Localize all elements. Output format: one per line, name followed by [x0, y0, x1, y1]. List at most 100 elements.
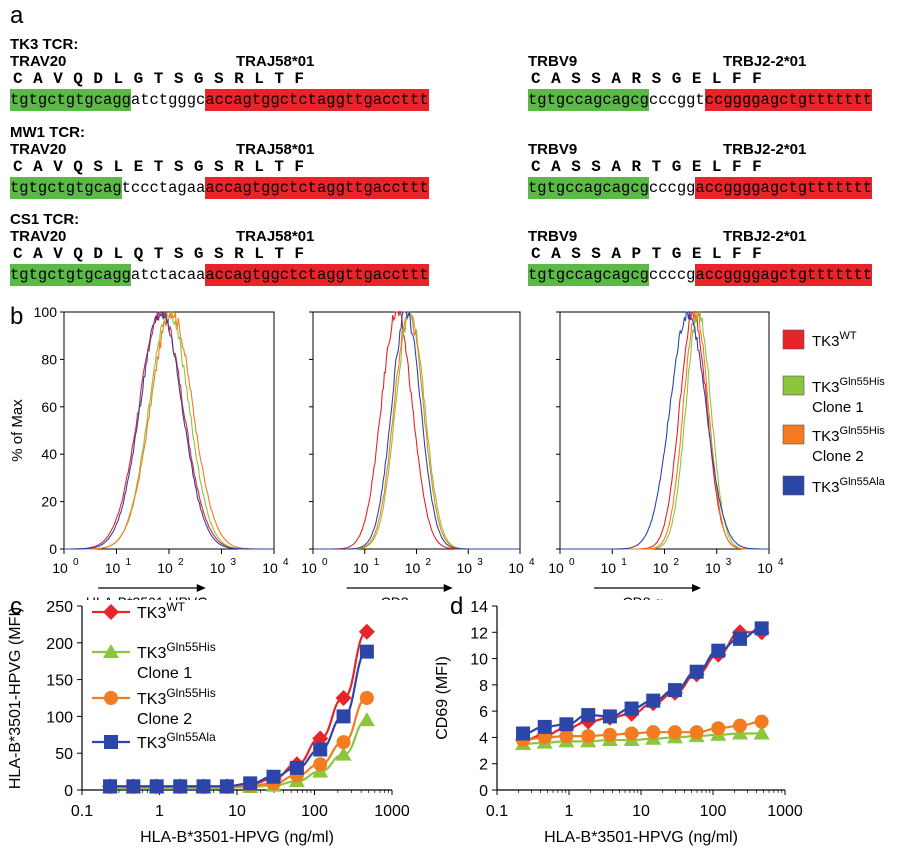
data-point — [602, 727, 617, 742]
legend-label-line2: Clone 1 — [137, 665, 192, 682]
legend-label: TK3WT — [812, 330, 857, 350]
y-tick-label: 60 — [41, 399, 57, 415]
histogram-plot: 10 0 10 1 10 2 10 3 10 4 CD8 α — [548, 310, 784, 600]
x-tick-label: 0.1 — [486, 803, 508, 820]
data-point — [266, 769, 281, 784]
y-tick-label: 20 — [41, 494, 57, 510]
x-tick-exponent: 0 — [73, 557, 79, 568]
x-tick-label: 10 — [548, 560, 564, 576]
x-tick-exponent: 0 — [322, 557, 328, 568]
y-tick-label: 0 — [64, 783, 73, 800]
x-tick-exponent: 0 — [569, 557, 575, 568]
data-point — [335, 690, 352, 706]
nucleotide-sequence: tgtgctgtgcaggatctacaaaccagtggctctaggttga… — [10, 264, 429, 286]
x-tick-label: 10 — [600, 560, 616, 576]
data-point — [624, 701, 639, 716]
panel-letter-a: a — [10, 2, 24, 29]
y-tick-label: 14 — [470, 599, 488, 616]
series — [516, 714, 769, 748]
tcr-title: MW1 TCR: — [10, 124, 85, 141]
j-segment: accggggagctgttttttt — [695, 264, 873, 286]
v-segment: tgtgctgtgcagg — [10, 264, 131, 286]
x-tick-label: 0.1 — [71, 803, 93, 820]
y-tick-label: 100 — [34, 304, 58, 320]
histogram-curve — [560, 310, 769, 550]
y-tick-label: 4 — [479, 730, 488, 747]
x-tick-label: 100 — [301, 803, 328, 820]
legend-swatch — [782, 375, 805, 396]
data-point — [358, 712, 375, 727]
x-tick-label: 1 — [155, 803, 164, 820]
x-axis-label: HLA-B*3501-HPVG (ng/ml) — [544, 829, 738, 846]
arrow-head — [443, 584, 453, 592]
n-region: atctacaa — [130, 266, 206, 284]
tcr-title: TK3 TCR: — [10, 36, 79, 53]
data-point — [667, 683, 682, 698]
histogram-curve — [64, 310, 274, 550]
x-tick-label: 10 — [456, 560, 472, 576]
histogram-curve — [560, 311, 769, 550]
v-segment: tgtgctgtgcag — [10, 177, 122, 199]
y-tick-label: 0 — [479, 783, 488, 800]
x-tick-label: 1000 — [374, 803, 410, 820]
data-point — [149, 779, 164, 794]
data-point — [667, 725, 682, 740]
data-point — [711, 643, 726, 658]
x-tick-label: 10 — [405, 560, 421, 576]
x-tick-label: 10 — [301, 560, 317, 576]
x-axis-label: HLA-B*3501-HPVG (ng/ml) — [140, 829, 334, 846]
data-point — [689, 725, 704, 740]
data-point — [335, 746, 352, 761]
n-region: atctgggc — [130, 91, 206, 109]
data-point — [359, 691, 374, 705]
x-tick-exponent: 4 — [529, 557, 535, 568]
histogram-curve — [64, 311, 274, 550]
y-axis-label: % of Max — [9, 399, 26, 462]
x-tick-label: 10 — [705, 560, 721, 576]
legend-label-line2: Clone 2 — [137, 711, 192, 728]
amino-acid-sequence: CASSARTGELFF — [531, 158, 773, 176]
j-segment: ccggggagctgttttttt — [704, 89, 873, 111]
data-point — [754, 714, 769, 729]
data-point — [732, 631, 747, 646]
v-gene-label: TRBV9 — [528, 141, 578, 158]
x-tick-exponent: 1 — [621, 557, 627, 568]
x-tick-label: 10 — [262, 560, 278, 576]
legend-label: TK3Gln55His — [137, 686, 216, 708]
data-point — [103, 779, 118, 794]
series — [103, 644, 374, 794]
j-gene-label: TRBJ2-2*01 — [723, 53, 807, 70]
j-segment: accagtggctctaggttgaccttt — [205, 89, 429, 111]
data-point — [126, 779, 141, 794]
x-tick-label: 1000 — [767, 803, 803, 820]
panel-letter-b: b — [10, 303, 24, 330]
data-point — [104, 691, 118, 705]
panel-letter-c: c — [10, 593, 22, 620]
legend-swatch — [782, 475, 805, 496]
histogram-curve — [313, 310, 520, 550]
arrow-head — [692, 584, 702, 592]
data-point — [103, 604, 119, 620]
y-tick-label: 8 — [479, 678, 488, 695]
histogram-curve — [64, 311, 274, 550]
data-point — [689, 664, 704, 679]
histogram-curve — [313, 311, 520, 550]
x-tick-label: 10 — [105, 560, 121, 576]
histogram-curve — [560, 310, 769, 550]
legend-label: TK3Gln55His — [137, 640, 216, 662]
j-segment: accagtggctctaggttgaccttt — [205, 177, 429, 199]
data-point — [646, 693, 661, 708]
data-point — [559, 717, 574, 732]
data-point — [537, 730, 552, 745]
series-line — [523, 732, 762, 746]
nucleotide-sequence: tgtgccagcagcgcccggaccggggagctgttttttt — [528, 177, 873, 199]
data-point — [243, 776, 258, 791]
data-point — [336, 709, 351, 724]
data-point — [624, 726, 639, 741]
data-point — [754, 621, 769, 636]
x-tick-label: 10 — [210, 560, 226, 576]
histogram-curve — [313, 310, 520, 550]
legend-label: TK3Gln55Ala — [812, 476, 886, 496]
